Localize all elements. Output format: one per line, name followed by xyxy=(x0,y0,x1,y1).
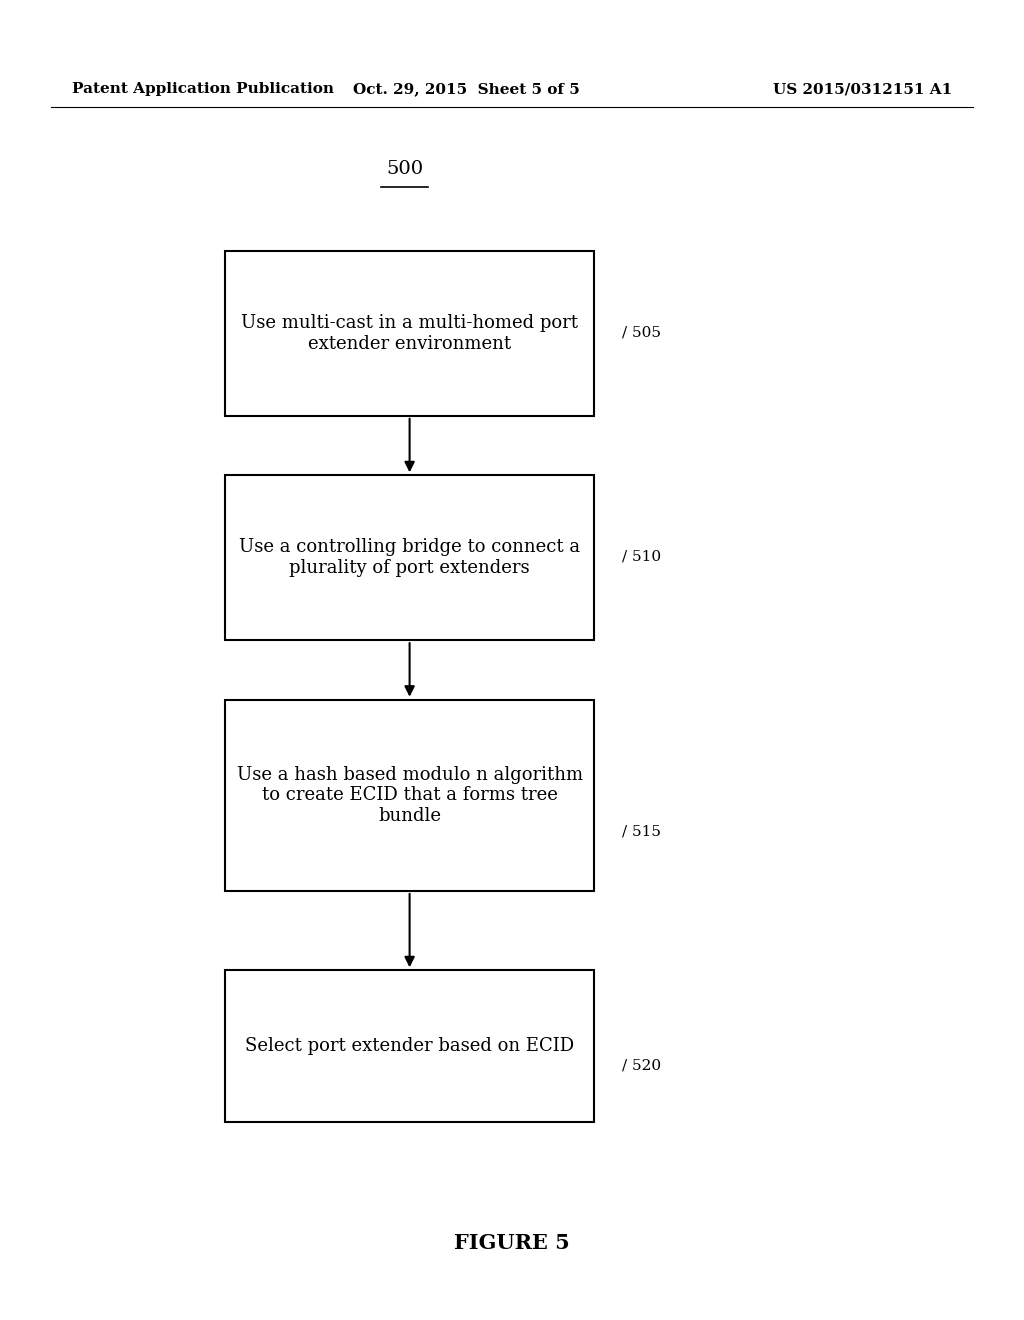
Text: Oct. 29, 2015  Sheet 5 of 5: Oct. 29, 2015 Sheet 5 of 5 xyxy=(352,82,580,96)
Text: 500: 500 xyxy=(386,160,423,178)
Text: Use a hash based modulo n algorithm
to create ECID that a forms tree
bundle: Use a hash based modulo n algorithm to c… xyxy=(237,766,583,825)
FancyBboxPatch shape xyxy=(225,251,594,416)
Text: Select port extender based on ECID: Select port extender based on ECID xyxy=(245,1038,574,1055)
Text: Use multi-cast in a multi-homed port
extender environment: Use multi-cast in a multi-homed port ext… xyxy=(241,314,579,352)
Text: Patent Application Publication: Patent Application Publication xyxy=(72,82,334,96)
FancyBboxPatch shape xyxy=(225,700,594,891)
Text: ∕ 515: ∕ 515 xyxy=(622,825,660,838)
Text: ∕ 505: ∕ 505 xyxy=(622,326,660,339)
FancyBboxPatch shape xyxy=(225,475,594,640)
FancyBboxPatch shape xyxy=(225,970,594,1122)
Text: FIGURE 5: FIGURE 5 xyxy=(454,1233,570,1254)
Text: ∕ 510: ∕ 510 xyxy=(622,550,660,564)
Text: Use a controlling bridge to connect a
plurality of port extenders: Use a controlling bridge to connect a pl… xyxy=(239,539,581,577)
Text: ∕ 520: ∕ 520 xyxy=(622,1059,660,1072)
Text: US 2015/0312151 A1: US 2015/0312151 A1 xyxy=(773,82,952,96)
